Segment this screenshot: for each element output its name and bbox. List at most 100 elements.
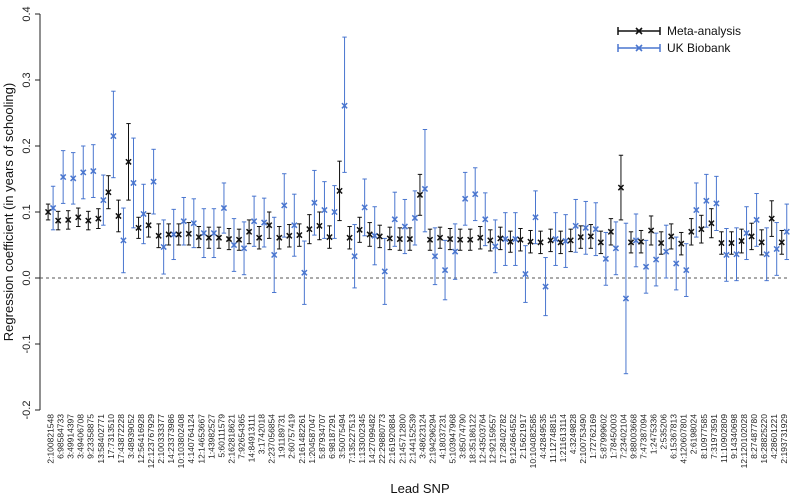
ukb-point bbox=[60, 173, 67, 181]
snp-label: 3:49914397 bbox=[66, 414, 76, 459]
snp-label: 12:92159557 bbox=[488, 414, 498, 464]
meta-point bbox=[215, 234, 223, 241]
meta-point bbox=[386, 235, 393, 242]
snp-label: 2:162818621 bbox=[226, 414, 236, 464]
legend-ukb-marker bbox=[635, 44, 643, 52]
ukb-point bbox=[723, 251, 730, 259]
meta-point bbox=[366, 231, 373, 238]
ukb-point bbox=[90, 167, 97, 175]
snp-label: 12:120102028 bbox=[739, 414, 749, 469]
meta-point bbox=[256, 234, 263, 241]
snp-label: 1:72762169 bbox=[588, 414, 598, 459]
meta-point bbox=[65, 216, 72, 224]
ukb-point bbox=[261, 219, 268, 226]
snp-label: 9:124664552 bbox=[508, 414, 518, 464]
meta-point bbox=[245, 228, 253, 235]
meta-point bbox=[336, 187, 343, 195]
meta-point bbox=[537, 239, 544, 246]
snp-label: 2:161482261 bbox=[297, 414, 307, 464]
meta-point bbox=[557, 239, 564, 246]
snp-label: 3:85074790 bbox=[458, 414, 468, 459]
ukb-point bbox=[562, 237, 569, 245]
ukb-point bbox=[421, 185, 429, 193]
ukb-point bbox=[381, 268, 388, 275]
y-tick-label: -0.1 bbox=[21, 335, 33, 354]
y-tick-label: 0.4 bbox=[21, 6, 33, 21]
snp-label: 18:35186122 bbox=[468, 414, 478, 464]
snp-label: 7:31973591 bbox=[709, 414, 719, 459]
meta-point bbox=[225, 235, 233, 243]
ukb-point bbox=[441, 266, 449, 274]
snp-label: 1:211613114 bbox=[558, 414, 568, 463]
snp-label: 10:103802408 bbox=[176, 414, 186, 469]
meta-point bbox=[235, 236, 243, 243]
ukb-point bbox=[401, 223, 408, 230]
snp-label: 7:92654365 bbox=[236, 414, 246, 459]
meta-point bbox=[95, 215, 102, 222]
ukb-point bbox=[512, 235, 519, 243]
ukb-point bbox=[542, 283, 549, 290]
meta-point bbox=[547, 237, 554, 244]
meta-point bbox=[165, 231, 172, 238]
meta-point bbox=[688, 228, 695, 235]
meta-point bbox=[708, 220, 715, 227]
ukb-point bbox=[351, 253, 358, 260]
ukb-point bbox=[210, 229, 218, 237]
ukb-point bbox=[371, 232, 378, 239]
snp-label: 4:120607801 bbox=[679, 414, 689, 464]
meta-point bbox=[185, 230, 192, 237]
meta-point bbox=[597, 239, 604, 246]
meta-point bbox=[145, 222, 152, 229]
y-axis-title: Regression coefficient (in years of scho… bbox=[1, 83, 16, 341]
ukb-point bbox=[70, 175, 77, 182]
ukb-point bbox=[451, 248, 459, 255]
snp-label: 2:15621917 bbox=[518, 414, 528, 459]
meta-point bbox=[175, 231, 182, 238]
snp-label: 1:91189731 bbox=[277, 414, 287, 459]
ukb-point bbox=[180, 218, 187, 225]
meta-point bbox=[668, 233, 675, 240]
snp-label: 2:194296294 bbox=[427, 414, 437, 464]
ukb-point bbox=[220, 204, 228, 212]
ukb-point bbox=[431, 253, 439, 260]
ukb-point bbox=[582, 224, 589, 231]
snp-label: 5:87934707 bbox=[317, 414, 327, 459]
meta-point bbox=[286, 232, 293, 239]
snp-label: 2:535206 bbox=[659, 414, 669, 450]
meta-point bbox=[326, 233, 333, 241]
meta-point bbox=[627, 239, 635, 246]
meta-point bbox=[698, 226, 705, 233]
meta-point bbox=[125, 158, 132, 165]
snp-label: 17:43872228 bbox=[116, 414, 126, 464]
snp-label: 8:10977585 bbox=[699, 414, 709, 459]
x-axis-title: Lead SNP bbox=[390, 481, 449, 496]
snp-label: 1:133002345 bbox=[357, 414, 367, 464]
meta-point bbox=[637, 238, 645, 245]
meta-point bbox=[617, 184, 625, 191]
snp-label: 6:98187291 bbox=[327, 414, 337, 459]
meta-point bbox=[527, 238, 534, 245]
ukb-point bbox=[612, 245, 620, 252]
ukb-point bbox=[150, 178, 157, 185]
snp-label: 16:28825220 bbox=[759, 414, 769, 464]
snp-label: 7:47387094 bbox=[638, 414, 648, 459]
snp-label: 12:123767929 bbox=[146, 414, 156, 469]
meta-point bbox=[658, 239, 665, 247]
ukb-point bbox=[642, 263, 650, 270]
meta-point bbox=[678, 240, 685, 247]
meta-point bbox=[436, 234, 444, 241]
ukb-point bbox=[462, 195, 469, 202]
snp-label: 6:98584733 bbox=[56, 414, 66, 459]
snp-label: 11:10902809 bbox=[719, 414, 729, 463]
meta-point bbox=[467, 236, 474, 243]
snp-label: 3:49406708 bbox=[76, 414, 86, 459]
snp-label: 7:135227513 bbox=[347, 414, 357, 464]
y-axis-ticks: -0.2 -0.1 0.0 0.1 0.2 0.3 0.4 bbox=[21, 6, 40, 419]
meta-point bbox=[416, 191, 424, 198]
ukb-point bbox=[773, 245, 780, 253]
meta-point bbox=[507, 238, 514, 245]
meta-point bbox=[55, 217, 62, 224]
snp-label: 2:100333377 bbox=[156, 414, 166, 464]
ukb-point bbox=[120, 237, 127, 244]
